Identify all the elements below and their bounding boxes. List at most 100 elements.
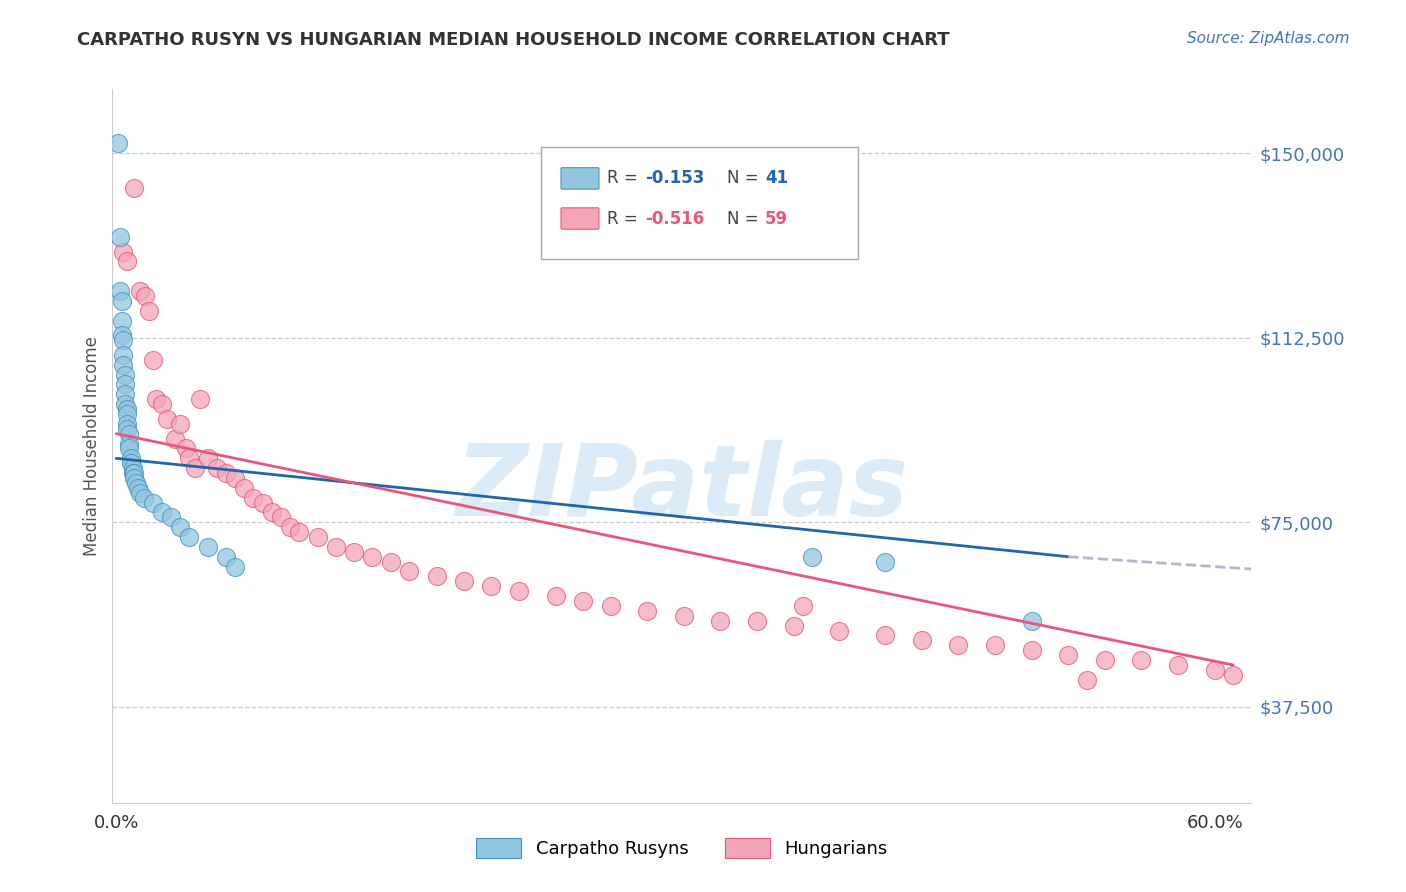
- Point: [107, 136, 129, 151]
- Point: [745, 614, 768, 628]
- Point: [156, 412, 179, 426]
- Point: [111, 313, 134, 327]
- Point: [115, 417, 138, 431]
- Point: [425, 569, 447, 583]
- Point: [380, 555, 402, 569]
- Point: [124, 180, 146, 194]
- Point: [112, 244, 135, 259]
- Point: [361, 549, 384, 564]
- Point: [145, 392, 167, 407]
- Point: [260, 505, 283, 519]
- Point: [134, 289, 156, 303]
- Point: [270, 510, 292, 524]
- Point: [1167, 658, 1189, 673]
- Point: [150, 505, 173, 519]
- Point: [875, 555, 897, 569]
- Point: [792, 599, 814, 613]
- Point: [114, 368, 136, 382]
- Point: [118, 442, 141, 456]
- Point: [125, 475, 148, 490]
- Point: [508, 584, 530, 599]
- Point: [138, 303, 160, 318]
- Text: -0.516: -0.516: [645, 210, 704, 227]
- Text: N =: N =: [727, 169, 763, 187]
- Point: [111, 328, 134, 343]
- Text: 41: 41: [765, 169, 787, 187]
- Text: ZIPatlas: ZIPatlas: [456, 441, 908, 537]
- Point: [1130, 653, 1153, 667]
- Point: [672, 608, 695, 623]
- Point: [278, 520, 301, 534]
- Text: R =: R =: [607, 169, 644, 187]
- Text: 59: 59: [765, 210, 787, 227]
- Point: [150, 397, 173, 411]
- Point: [398, 565, 420, 579]
- Y-axis label: Median Household Income: Median Household Income: [83, 336, 101, 556]
- Point: [800, 549, 823, 564]
- Point: [453, 574, 475, 589]
- Point: [114, 397, 136, 411]
- Point: [129, 284, 152, 298]
- Point: [224, 471, 246, 485]
- Point: [115, 422, 138, 436]
- Point: [163, 432, 186, 446]
- Point: [169, 417, 191, 431]
- Point: [112, 358, 135, 372]
- Point: [572, 594, 595, 608]
- Point: [118, 426, 141, 441]
- Point: [197, 540, 219, 554]
- Point: [129, 485, 152, 500]
- Point: [124, 466, 146, 480]
- Point: [179, 451, 201, 466]
- Text: N =: N =: [727, 210, 763, 227]
- Point: [1021, 614, 1043, 628]
- Point: [142, 495, 165, 509]
- Text: -0.153: -0.153: [645, 169, 704, 187]
- Point: [288, 525, 311, 540]
- Point: [114, 377, 136, 392]
- Point: [120, 451, 142, 466]
- Point: [481, 579, 503, 593]
- Point: [709, 614, 731, 628]
- Point: [544, 589, 567, 603]
- Point: [325, 540, 347, 554]
- Legend: Carpatho Rusyns, Hungarians: Carpatho Rusyns, Hungarians: [470, 830, 894, 865]
- Point: [252, 495, 274, 509]
- Point: [169, 520, 191, 534]
- Point: [179, 530, 201, 544]
- Text: CARPATHO RUSYN VS HUNGARIAN MEDIAN HOUSEHOLD INCOME CORRELATION CHART: CARPATHO RUSYN VS HUNGARIAN MEDIAN HOUSE…: [77, 31, 950, 49]
- Point: [599, 599, 621, 613]
- Point: [233, 481, 256, 495]
- Point: [197, 451, 219, 466]
- Point: [1094, 653, 1116, 667]
- Point: [118, 436, 141, 450]
- Point: [108, 230, 131, 244]
- Text: R =: R =: [607, 210, 644, 227]
- Point: [215, 466, 238, 480]
- Point: [782, 618, 804, 632]
- Point: [242, 491, 264, 505]
- Point: [875, 628, 897, 642]
- Point: [112, 348, 135, 362]
- Point: [1076, 673, 1098, 687]
- Point: [124, 471, 146, 485]
- Point: [307, 530, 329, 544]
- Point: [121, 461, 143, 475]
- Point: [224, 559, 246, 574]
- Point: [142, 352, 165, 367]
- Point: [1204, 663, 1226, 677]
- Point: [114, 387, 136, 401]
- Point: [115, 407, 138, 421]
- Point: [343, 545, 366, 559]
- Point: [984, 638, 1007, 652]
- Point: [112, 333, 135, 347]
- Point: [160, 510, 183, 524]
- Point: [174, 442, 197, 456]
- Point: [184, 461, 207, 475]
- Point: [1057, 648, 1080, 662]
- Text: Source: ZipAtlas.com: Source: ZipAtlas.com: [1187, 31, 1350, 46]
- Point: [911, 633, 934, 648]
- Point: [948, 638, 970, 652]
- Point: [1222, 668, 1244, 682]
- Point: [115, 402, 138, 417]
